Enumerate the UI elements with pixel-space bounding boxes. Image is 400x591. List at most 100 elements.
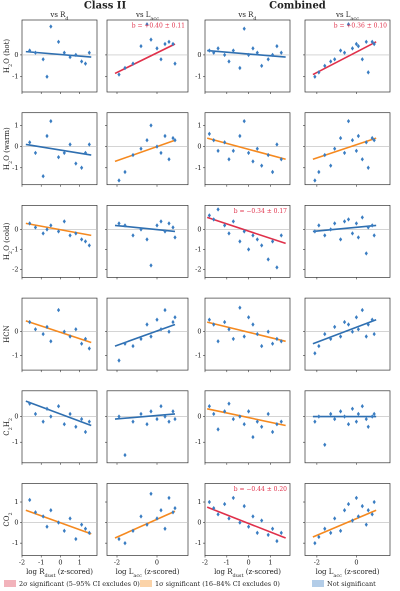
data-point xyxy=(313,351,317,356)
data-point xyxy=(279,419,283,424)
row-label-part: 2 xyxy=(8,251,14,254)
row-label-part: O (hot) xyxy=(3,39,11,64)
data-point xyxy=(216,339,220,344)
data-point xyxy=(317,169,321,175)
data-point xyxy=(342,414,347,419)
data-point xyxy=(49,118,53,124)
data-point xyxy=(329,411,333,417)
data-point xyxy=(74,231,78,236)
fit-line xyxy=(25,400,92,427)
data-point xyxy=(163,526,167,531)
data-point xyxy=(171,409,175,414)
data-point xyxy=(173,235,177,240)
data-point xyxy=(131,233,135,238)
data-point xyxy=(260,343,264,349)
data-point xyxy=(74,52,78,58)
data-point xyxy=(279,233,283,238)
fit-line xyxy=(25,320,92,344)
data-point xyxy=(260,243,264,248)
data-point xyxy=(33,225,38,230)
data-point xyxy=(260,63,264,69)
data-point xyxy=(171,41,175,47)
data-point xyxy=(159,404,163,409)
data-point xyxy=(207,499,211,505)
data-point xyxy=(342,319,347,325)
data-point xyxy=(354,495,358,501)
panel-frame xyxy=(21,390,98,464)
data-point xyxy=(342,150,347,156)
data-point xyxy=(171,135,175,141)
data-point xyxy=(80,237,84,242)
data-point xyxy=(62,219,66,224)
data-point xyxy=(28,221,32,226)
data-point xyxy=(171,225,175,230)
slope-annotation: b = +0.36 ± 0.10 xyxy=(334,23,387,30)
data-point xyxy=(338,334,343,339)
fit-line xyxy=(114,43,176,75)
data-point xyxy=(227,59,231,64)
data-point xyxy=(159,219,163,224)
x-axis-label-part: dust xyxy=(45,573,56,579)
panel-frame xyxy=(304,205,391,278)
fit-line xyxy=(114,224,176,233)
x-tick-label: 0 xyxy=(58,559,62,567)
data-point xyxy=(117,178,121,183)
panel-frame xyxy=(106,297,189,371)
data-point xyxy=(354,41,358,47)
row-label: CO2 xyxy=(3,512,14,526)
data-point xyxy=(364,251,368,256)
data-point xyxy=(56,154,61,160)
data-point xyxy=(227,231,231,236)
x-tick-label: -2 xyxy=(314,559,320,567)
y-tick-label: -1 xyxy=(12,352,18,360)
data-point xyxy=(231,495,235,501)
row-label-part: HCN xyxy=(3,325,11,343)
row-label-part: 2 xyxy=(8,161,14,164)
data-point xyxy=(323,63,327,69)
data-point xyxy=(260,163,264,168)
data-point xyxy=(238,133,242,139)
data-point xyxy=(275,142,279,147)
x-axis-label: log Lacc (z-scored) xyxy=(316,568,380,579)
data-point xyxy=(212,217,216,222)
y-tick-label: -2 xyxy=(195,265,201,273)
data-point xyxy=(350,406,355,412)
data-point xyxy=(329,336,333,342)
data-point xyxy=(370,512,374,517)
data-point xyxy=(145,422,149,427)
data-point xyxy=(216,427,220,432)
x-axis-label: log Rdust (z-scored) xyxy=(26,568,93,579)
data-point xyxy=(139,336,143,342)
row-label-part: H xyxy=(3,164,11,170)
panel-frame xyxy=(304,390,391,464)
fit-line xyxy=(114,323,176,347)
data-point xyxy=(173,505,177,511)
x-tick-label: -2 xyxy=(114,559,120,567)
data-point xyxy=(45,227,49,232)
data-point xyxy=(87,419,91,424)
panel-frame xyxy=(21,297,98,371)
data-point xyxy=(223,140,227,145)
x-tick-label: 1 xyxy=(78,559,82,567)
data-point xyxy=(317,414,321,419)
data-point xyxy=(49,24,53,29)
data-point xyxy=(227,516,231,521)
data-point xyxy=(123,169,127,175)
data-point xyxy=(333,146,337,151)
data-point xyxy=(246,52,251,58)
data-point xyxy=(49,508,53,513)
data-point xyxy=(45,406,49,412)
data-point xyxy=(62,150,66,156)
data-point xyxy=(33,150,38,156)
legend-label: 1σ significant (16–84% CI excludes 0) xyxy=(155,580,280,588)
data-point xyxy=(255,419,259,424)
data-point xyxy=(149,491,153,496)
data-point xyxy=(260,518,264,523)
data-point xyxy=(346,501,351,507)
row-label: H2O (hot) xyxy=(3,39,14,74)
data-point xyxy=(317,343,321,349)
y-tick-label: 0 xyxy=(197,143,201,151)
data-point xyxy=(317,223,321,228)
data-point xyxy=(28,140,32,145)
